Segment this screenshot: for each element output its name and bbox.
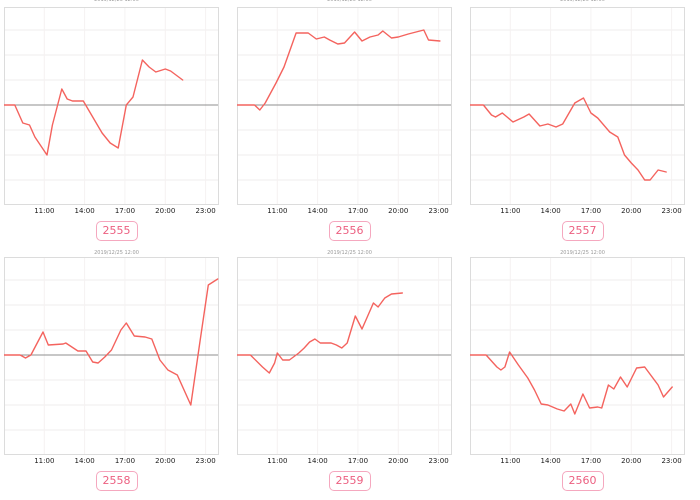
chart-id-badge[interactable]: 2556 <box>328 221 371 241</box>
x-tick-label: 23:00 <box>195 457 216 465</box>
badge-row: 2560 <box>466 469 699 491</box>
x-tick-label: 20:00 <box>388 207 409 215</box>
chart-title: 2019/12/25 12:00 <box>327 0 372 3</box>
chart-id-badge[interactable]: 2560 <box>561 471 604 491</box>
x-tick-label: 11:00 <box>500 207 521 215</box>
x-tick-label: 20:00 <box>621 207 642 215</box>
chart-id-badge[interactable]: 2559 <box>328 471 371 491</box>
x-axis: 11:00 14:00 17:00 20:00 23:00 <box>233 206 466 218</box>
x-tick-label: 17:00 <box>347 457 369 465</box>
chart-title: 2019/12/25 12:00 <box>560 250 605 256</box>
x-axis: 11:00 14:00 17:00 20:00 23:00 <box>0 456 233 468</box>
chart-id-badge[interactable]: 2558 <box>95 471 138 491</box>
x-tick-label: 23:00 <box>661 457 682 465</box>
x-tick-label: 14:00 <box>307 207 328 215</box>
plot-border <box>237 257 452 455</box>
plot-area <box>237 7 452 205</box>
chart-card-2557: 2019/12/25 12:00 11:00 14:00 17:00 20:00 23:… <box>466 0 699 250</box>
chart-title: 2019/12/25 12:00 <box>327 250 372 256</box>
badge-row: 2555 <box>0 219 233 241</box>
chart-card-2556: 2019/12/25 12:00 11:00 14:00 17:00 20:00 23:… <box>233 0 466 250</box>
plot-area <box>470 7 685 205</box>
series-line <box>470 97 667 181</box>
x-axis: 11:00 14:00 17:00 20:00 23:00 <box>233 456 466 468</box>
series-line <box>4 278 219 406</box>
x-tick-label: 23:00 <box>195 207 216 215</box>
badge-row: 2558 <box>0 469 233 491</box>
x-tick-label: 14:00 <box>540 207 561 215</box>
chart-title: 2019/12/25 12:00 <box>94 250 139 256</box>
x-tick-label: 17:00 <box>114 457 136 465</box>
line-chart <box>237 257 452 455</box>
x-tick-label: 23:00 <box>661 207 682 215</box>
plot-border <box>470 7 685 205</box>
x-axis: 11:00 14:00 17:00 20:00 23:00 <box>0 206 233 218</box>
line-chart <box>4 257 219 455</box>
chart-title: 2019/12/25 12:00 <box>94 0 139 3</box>
badge-row: 2557 <box>466 219 699 241</box>
x-tick-label: 11:00 <box>267 457 288 465</box>
plot-border <box>470 257 685 455</box>
chart-title: 2019/12/25 12:00 <box>560 0 605 3</box>
chart-id-badge[interactable]: 2557 <box>561 221 604 241</box>
x-tick-label: 11:00 <box>267 207 288 215</box>
plot-border <box>4 7 219 205</box>
series-line <box>237 292 404 374</box>
x-tick-label: 17:00 <box>114 207 136 215</box>
badge-row: 2559 <box>233 469 466 491</box>
x-tick-label: 11:00 <box>500 457 521 465</box>
line-chart <box>470 7 685 205</box>
chart-card-2560: 2019/12/25 12:00 11:00 14:00 17:00 20:00 23:… <box>466 250 699 500</box>
plot-border <box>237 7 452 205</box>
x-axis: 11:00 14:00 17:00 20:00 23:00 <box>466 206 699 218</box>
line-chart <box>470 257 685 455</box>
badge-row: 2556 <box>233 219 466 241</box>
x-tick-label: 23:00 <box>428 207 449 215</box>
x-tick-label: 11:00 <box>34 457 55 465</box>
x-tick-label: 23:00 <box>428 457 449 465</box>
x-tick-label: 20:00 <box>621 457 642 465</box>
x-tick-label: 20:00 <box>155 457 176 465</box>
chart-card-2555: 2019/12/25 12:00 11:00 14:00 17:00 20:00 23:… <box>0 0 233 250</box>
x-tick-label: 20:00 <box>155 207 176 215</box>
x-tick-label: 14:00 <box>74 457 95 465</box>
x-tick-label: 14:00 <box>307 457 328 465</box>
series-line <box>4 59 184 156</box>
chart-id-badge[interactable]: 2555 <box>95 221 138 241</box>
plot-border <box>4 257 219 455</box>
series-line <box>470 351 673 415</box>
plot-area <box>4 257 219 455</box>
series-line <box>237 29 441 111</box>
chart-card-2558: 2019/12/25 12:00 11:00 14:00 17:00 20:00 23:… <box>0 250 233 500</box>
x-tick-label: 17:00 <box>347 207 369 215</box>
plot-area <box>470 257 685 455</box>
line-chart <box>237 7 452 205</box>
line-chart <box>4 7 219 205</box>
plot-area <box>4 7 219 205</box>
x-axis: 11:00 14:00 17:00 20:00 23:00 <box>466 456 699 468</box>
x-tick-label: 17:00 <box>580 457 602 465</box>
x-tick-label: 17:00 <box>580 207 602 215</box>
x-tick-label: 20:00 <box>388 457 409 465</box>
plot-area <box>237 257 452 455</box>
x-tick-label: 11:00 <box>34 207 55 215</box>
x-tick-label: 14:00 <box>74 207 95 215</box>
x-tick-label: 14:00 <box>540 457 561 465</box>
chart-card-2559: 2019/12/25 12:00 11:00 14:00 17:00 20:00 23:… <box>233 250 466 500</box>
